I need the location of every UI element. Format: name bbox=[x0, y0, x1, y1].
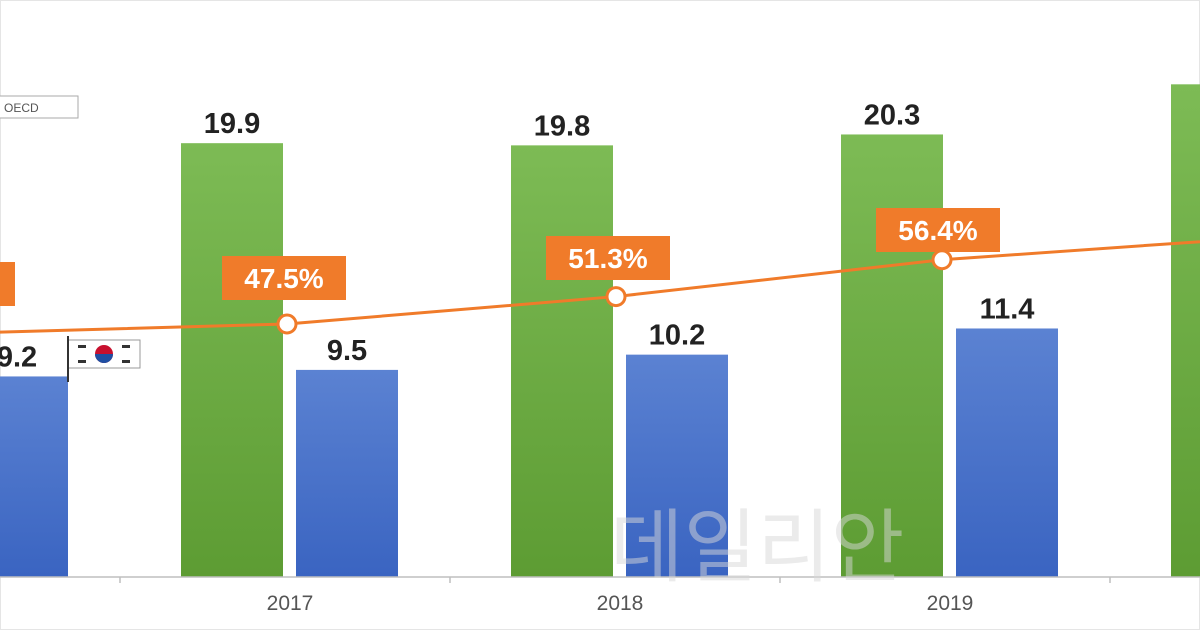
x-tick-label-2017: 2017 bbox=[267, 592, 314, 615]
bar-green-2020 bbox=[1171, 84, 1200, 577]
svg-text:47.5%: 47.5% bbox=[244, 263, 323, 294]
line-point-2019 bbox=[931, 249, 953, 271]
bar-blue-2016 bbox=[0, 376, 68, 577]
line-value-label-2017: 47.5% bbox=[222, 256, 346, 300]
bar-label-blue-2018: 10.2 bbox=[649, 320, 705, 352]
bar-label-green-2019: 20.3 bbox=[864, 99, 920, 131]
watermark-text: 데일리안 bbox=[610, 501, 904, 594]
line-value-label-2019: 56.4% bbox=[876, 208, 1000, 252]
svg-text:51.3%: 51.3% bbox=[568, 243, 647, 274]
bar-blue-2019 bbox=[956, 328, 1058, 577]
bar-blue-2017 bbox=[296, 369, 398, 577]
bar-green-2017 bbox=[181, 143, 283, 577]
line-value-label-2018: 51.3% bbox=[546, 236, 670, 280]
bar-blue-2018 bbox=[626, 354, 728, 577]
bar-label-blue-2016: 9.2 bbox=[0, 341, 37, 373]
bar-label-blue-2019: 11.4 bbox=[980, 293, 1035, 325]
korea-flag-icon bbox=[67, 336, 141, 382]
bar-green-2018 bbox=[511, 145, 613, 578]
bar-label-green-2017: 19.9 bbox=[204, 108, 260, 140]
legend-oecd-box bbox=[0, 95, 79, 119]
line-value-label-2016: % bbox=[0, 262, 15, 306]
line-point-2018 bbox=[605, 286, 627, 308]
legend-oecd-label: OECD bbox=[4, 101, 39, 115]
x-tick-label-2019: 2019 bbox=[927, 592, 974, 615]
bar-label-blue-2017: 9.5 bbox=[327, 335, 367, 367]
x-tick-label-2018: 2018 bbox=[597, 592, 644, 615]
line-point-2017 bbox=[276, 313, 298, 335]
bar-label-green-2018: 19.8 bbox=[534, 110, 590, 142]
svg-text:56.4%: 56.4% bbox=[898, 215, 977, 246]
